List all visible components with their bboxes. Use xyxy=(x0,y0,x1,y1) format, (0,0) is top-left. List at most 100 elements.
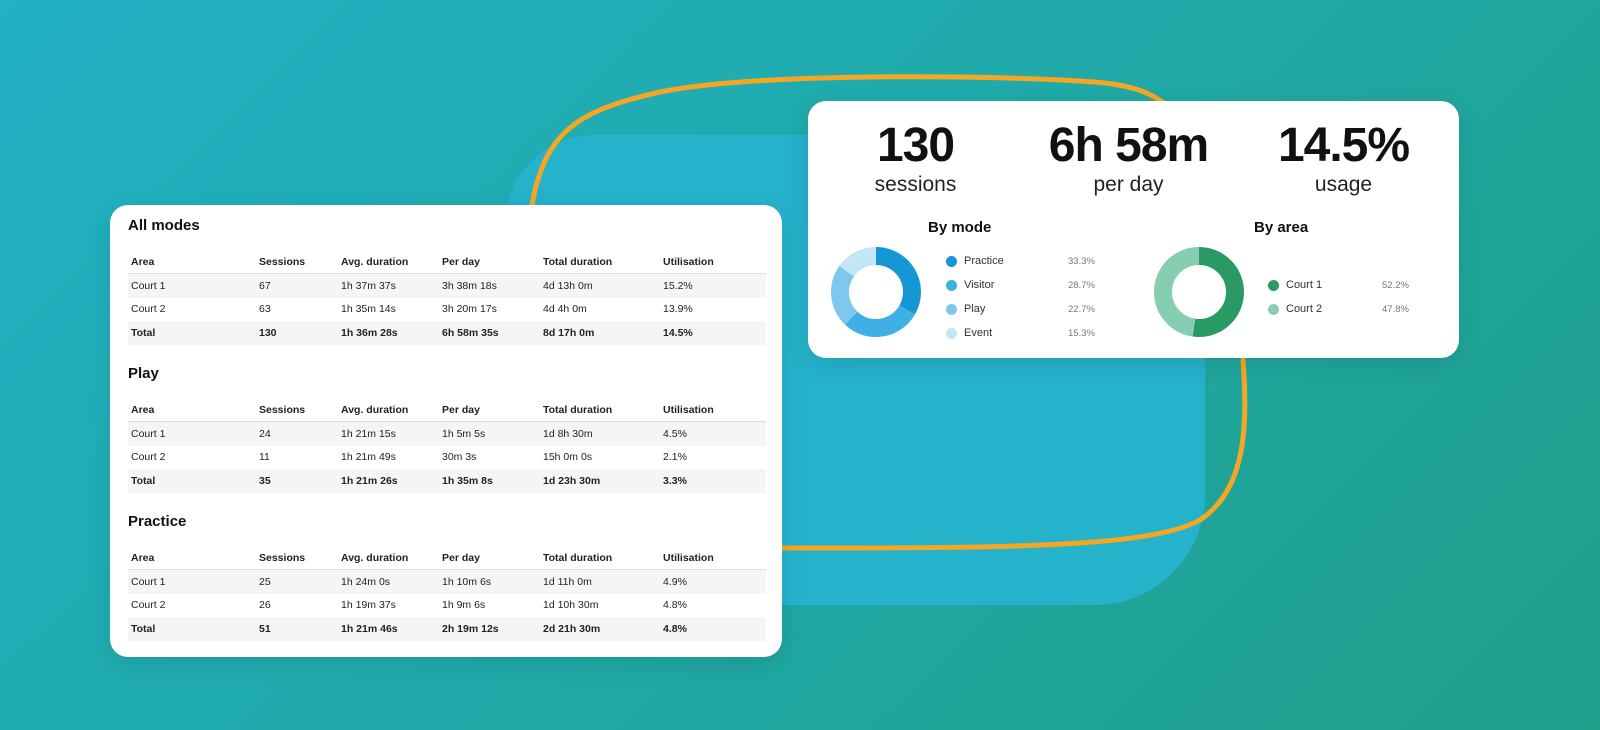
stat-value: 130 xyxy=(876,119,955,172)
legend-swatch xyxy=(946,328,957,339)
legend-item-visitor: Visitor 28.7% xyxy=(946,277,1106,301)
col-header-avg-duration: Avg. duration xyxy=(338,547,439,570)
legend-label: Visitor xyxy=(964,279,995,291)
legend-percent: 15.3% xyxy=(1068,328,1095,339)
col-header-area: Area xyxy=(128,399,256,422)
cell-sessions: 11 xyxy=(259,451,270,464)
cell-utilisation: 3.3% xyxy=(660,469,766,493)
stat-value: 6h 58m xyxy=(1048,119,1209,172)
cell-per-day: 1h 10m 6s xyxy=(439,569,540,594)
stat-sessions: 130 sessions xyxy=(808,119,1023,197)
table-row: Court 2 26 1h 19m 37s 1h 9m 6s 1d 10h 30… xyxy=(128,594,766,618)
session-tables-card: All modes Area Sessions Avg. duration Pe… xyxy=(110,205,782,657)
stat-label: per day xyxy=(1093,173,1164,196)
table-total-row: Total 51 1h 21m 46s 2h 19m 12s 2d 21h 30… xyxy=(128,617,766,641)
section-title: Practice xyxy=(128,513,187,530)
col-header-area: Area xyxy=(128,547,256,570)
all-modes-table: Area Sessions Avg. duration Per day Tota… xyxy=(128,251,766,345)
cell-sessions: 26 xyxy=(259,599,271,612)
legend-item-court-2: Court 2 47.8% xyxy=(1268,301,1428,325)
table-row: Court 2 63 1h 35m 14s 3h 20m 17s 4d 4h 0… xyxy=(128,298,766,322)
cell-area: Court 1 xyxy=(128,569,256,594)
section-title: All modes xyxy=(128,217,200,234)
legend-item-event: Event 15.3% xyxy=(946,325,1106,349)
legend-swatch xyxy=(946,256,957,267)
by-area-donut-chart xyxy=(1154,247,1244,337)
legend-label: Practice xyxy=(964,255,1004,267)
cell-area: Total xyxy=(128,321,256,345)
legend-label: Court 2 xyxy=(1286,303,1323,315)
col-header-utilisation: Utilisation xyxy=(660,399,766,422)
stat-usage: 14.5% usage xyxy=(1236,119,1451,197)
cell-per-day: 3h 38m 18s xyxy=(439,273,540,298)
cell-total-duration: 2d 21h 30m xyxy=(540,617,660,641)
legend-label: Court 1 xyxy=(1286,279,1323,291)
legend-item-play: Play 22.7% xyxy=(946,301,1106,325)
stat-label: sessions xyxy=(874,173,957,196)
col-header-per-day: Per day xyxy=(439,547,540,570)
cell-area: Total xyxy=(128,617,256,641)
legend-label: Event xyxy=(964,327,993,339)
cell-utilisation: 4.8% xyxy=(660,617,766,641)
donut-slice-event xyxy=(831,247,921,337)
cell-sessions: 35 xyxy=(256,469,338,493)
cell-utilisation: 4.5% xyxy=(660,421,766,446)
cell-avg-duration: 1h 24m 0s xyxy=(338,569,439,594)
section-all-modes: All modes Area Sessions Avg. duration Pe… xyxy=(128,217,766,345)
cell-utilisation: 14.5% xyxy=(660,321,766,345)
legend-percent: 47.8% xyxy=(1382,304,1409,315)
legend-percent: 28.7% xyxy=(1068,280,1095,291)
play-table: Area Sessions Avg. duration Per day Tota… xyxy=(128,399,766,493)
col-header-total-duration: Total duration xyxy=(540,251,660,274)
cell-per-day: 1h 9m 6s xyxy=(442,599,486,612)
table-header-row: Area Sessions Avg. duration Per day Tota… xyxy=(128,547,766,570)
cell-avg-duration: 1h 36m 28s xyxy=(338,321,439,345)
by-area-legend: Court 1 52.2% Court 2 47.8% xyxy=(1268,277,1428,325)
cell-sessions: 67 xyxy=(256,273,338,298)
donut-slice-visitor xyxy=(831,247,921,337)
table-row: Court 2 11 1h 21m 49s 30m 3s 15h 0m 0s 2… xyxy=(128,446,766,470)
cell-per-day: 6h 58m 35s xyxy=(439,321,540,345)
cell-total-duration: 1d 10h 30m xyxy=(543,599,599,612)
table-row: Court 1 67 1h 37m 37s 3h 38m 18s 4d 13h … xyxy=(128,273,766,298)
legend-swatch xyxy=(1268,280,1279,291)
col-header-area: Area xyxy=(128,251,256,274)
legend-percent: 33.3% xyxy=(1068,256,1095,267)
table-header-row: Area Sessions Avg. duration Per day Tota… xyxy=(128,399,766,422)
by-mode-donut-chart xyxy=(831,247,921,337)
cell-avg-duration: 1h 21m 46s xyxy=(338,617,439,641)
cell-utilisation: 4.8% xyxy=(663,599,687,612)
cell-sessions: 130 xyxy=(256,321,338,345)
cell-total-duration: 1d 8h 30m xyxy=(540,421,660,446)
table-row: Court 1 24 1h 21m 15s 1h 5m 5s 1d 8h 30m… xyxy=(128,421,766,446)
legend-swatch xyxy=(946,304,957,315)
by-mode-legend: Practice 33.3% Visitor 28.7% Play 22.7% … xyxy=(946,253,1106,349)
table-total-row: Total 35 1h 21m 26s 1h 35m 8s 1d 23h 30m… xyxy=(128,469,766,493)
cell-total-duration: 15h 0m 0s xyxy=(543,451,593,464)
cell-area: Court 1 xyxy=(128,421,256,446)
cell-avg-duration: 1h 21m 26s xyxy=(338,469,439,493)
legend-label: Play xyxy=(964,303,986,315)
cell-area: Court 2 xyxy=(131,599,166,612)
cell-avg-duration: 1h 19m 37s xyxy=(341,599,396,612)
stat-per-day: 6h 58m per day xyxy=(1021,119,1236,197)
legend-percent: 52.2% xyxy=(1382,280,1409,291)
cell-utilisation: 4.9% xyxy=(660,569,766,594)
stat-label: usage xyxy=(1314,173,1373,196)
donut-slice-court-2 xyxy=(1154,247,1244,337)
section-title: Play xyxy=(128,365,159,382)
cell-per-day: 2h 19m 12s xyxy=(439,617,540,641)
cell-per-day: 3h 20m 17s xyxy=(442,303,497,316)
cell-avg-duration: 1h 37m 37s xyxy=(338,273,439,298)
cell-total-duration: 4d 13h 0m xyxy=(540,273,660,298)
cell-per-day: 1h 35m 8s xyxy=(439,469,540,493)
col-header-total-duration: Total duration xyxy=(540,399,660,422)
col-header-per-day: Per day xyxy=(439,251,540,274)
col-header-avg-duration: Avg. duration xyxy=(338,251,439,274)
col-header-avg-duration: Avg. duration xyxy=(338,399,439,422)
cell-total-duration: 1d 23h 30m xyxy=(540,469,660,493)
practice-table: Area Sessions Avg. duration Per day Tota… xyxy=(128,547,766,641)
stat-value: 14.5% xyxy=(1277,119,1410,172)
cell-utilisation: 2.1% xyxy=(663,451,687,464)
cell-per-day: 1h 5m 5s xyxy=(439,421,540,446)
